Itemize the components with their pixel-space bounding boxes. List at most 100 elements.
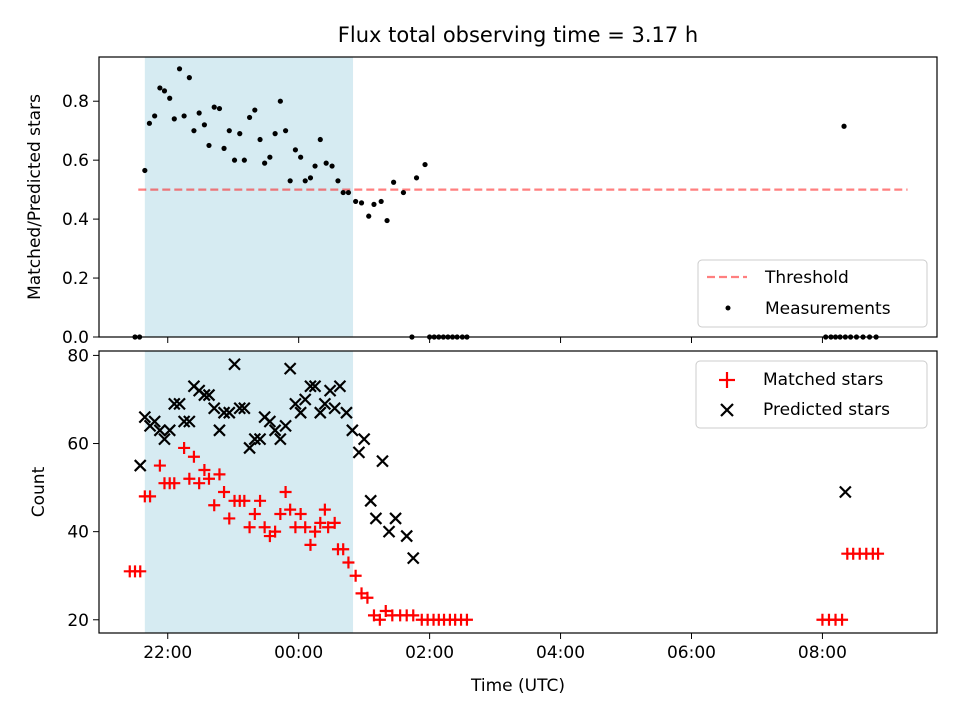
measurement-point bbox=[384, 217, 390, 224]
y-tick-label: 0.0 bbox=[62, 328, 89, 348]
measurement-point bbox=[152, 113, 158, 119]
measurement-point bbox=[272, 131, 278, 137]
predicted-star-marker bbox=[839, 485, 852, 499]
x-tick-label: 04:00 bbox=[536, 643, 585, 663]
bottom-legend: Matched stars Predicted stars bbox=[695, 360, 928, 429]
measurement-point bbox=[287, 178, 293, 184]
predicted-star-marker bbox=[298, 393, 312, 406]
bottom-legend-box bbox=[695, 360, 928, 429]
matched-star-marker bbox=[198, 463, 211, 476]
matched-star-marker bbox=[223, 512, 236, 525]
predicted-star-marker bbox=[202, 388, 216, 402]
measurement-point bbox=[323, 160, 329, 166]
predicted-star-marker bbox=[382, 525, 396, 538]
predicted-star-marker bbox=[304, 379, 317, 393]
top-legend-box bbox=[697, 259, 928, 328]
matched-star-marker bbox=[337, 543, 350, 556]
predicted-star-marker bbox=[238, 402, 251, 415]
predicted-star-marker bbox=[177, 415, 191, 428]
matched-star-marker bbox=[460, 613, 473, 626]
measurement-point bbox=[201, 122, 208, 128]
measurement-point bbox=[307, 175, 314, 181]
measurement-point bbox=[146, 120, 153, 126]
predicted-star-marker bbox=[333, 379, 347, 393]
measurement-point bbox=[186, 75, 192, 81]
predicted-star-marker bbox=[406, 551, 420, 565]
matched-star-marker bbox=[872, 547, 885, 560]
predicted-star-marker bbox=[376, 454, 389, 468]
matched-star-marker bbox=[836, 613, 849, 626]
predicted-star-marker bbox=[357, 432, 371, 446]
predicted-star-marker bbox=[158, 432, 171, 446]
measurement-point bbox=[335, 178, 341, 184]
measurement-point bbox=[191, 128, 197, 134]
matched-star-marker bbox=[407, 609, 420, 622]
measurement-point bbox=[329, 163, 335, 169]
predicted-star-marker bbox=[148, 415, 161, 428]
measurement-point bbox=[157, 85, 163, 91]
predicted-star-marker bbox=[133, 459, 147, 472]
predicted-star-marker bbox=[346, 424, 359, 437]
predicted-star-marker bbox=[153, 424, 167, 437]
legend-threshold-label: Threshold bbox=[764, 268, 849, 288]
x-tick-label: 08:00 bbox=[798, 643, 847, 663]
measurement-point bbox=[841, 123, 847, 129]
top-ylabel: Matched/Predicted stars bbox=[25, 94, 45, 300]
predicted-star-marker bbox=[340, 406, 353, 419]
matched-star-marker bbox=[258, 521, 271, 534]
predicted-star-marker bbox=[268, 424, 282, 437]
predicted-star-marker bbox=[207, 402, 221, 415]
measurement-point bbox=[378, 198, 384, 205]
predicted-star-marker bbox=[228, 357, 241, 371]
predicted-star-marker bbox=[243, 441, 256, 455]
y-tick-label: 0.2 bbox=[62, 269, 89, 289]
predicted-star-marker bbox=[369, 512, 383, 525]
observing-window-shade bbox=[144, 351, 354, 633]
predicted-star-marker bbox=[323, 384, 337, 397]
measurement-point bbox=[277, 98, 283, 104]
measurement-point bbox=[282, 128, 289, 134]
measurement-point bbox=[400, 189, 407, 196]
measurement-point bbox=[211, 104, 217, 110]
measurement-point bbox=[317, 136, 323, 143]
predicted-star-marker bbox=[217, 406, 231, 419]
predicted-star-marker bbox=[308, 379, 322, 393]
predicted-star-marker bbox=[318, 397, 332, 411]
measurement-point bbox=[267, 154, 273, 160]
matched-star-marker bbox=[208, 499, 221, 512]
y-tick-label: 0.4 bbox=[62, 210, 89, 230]
matched-star-marker bbox=[238, 494, 251, 507]
measurement-point bbox=[196, 110, 202, 116]
measurement-point bbox=[161, 88, 168, 94]
matched-star-marker bbox=[254, 494, 267, 507]
predicted-star-marker bbox=[183, 415, 196, 428]
x-tick-label: 00:00 bbox=[274, 643, 323, 663]
matched-star-marker bbox=[314, 516, 327, 529]
measurement-point bbox=[345, 189, 352, 196]
measurement-point bbox=[358, 200, 365, 206]
measurement-point bbox=[176, 66, 183, 72]
predicted-star-marker bbox=[314, 406, 327, 419]
predicted-star-marker bbox=[198, 388, 211, 402]
bottom-axes-frame bbox=[98, 350, 938, 634]
matched-star-marker bbox=[342, 556, 355, 569]
matched-star-marker bbox=[243, 521, 256, 534]
measurement-point bbox=[340, 189, 346, 196]
matched-star-marker bbox=[218, 486, 231, 498]
top-legend: Threshold Measurements bbox=[697, 259, 928, 328]
matched-star-marker bbox=[379, 604, 392, 617]
predicted-star-marker bbox=[263, 415, 277, 428]
predicted-star-marker bbox=[274, 432, 287, 446]
measurement-point bbox=[257, 136, 263, 143]
matched-star-marker bbox=[274, 508, 287, 521]
measurement-point bbox=[262, 160, 268, 166]
legend-predicted-swatch bbox=[720, 403, 734, 417]
measurement-point bbox=[353, 198, 359, 205]
matched-star-marker bbox=[202, 472, 215, 485]
measurement-point bbox=[298, 154, 304, 160]
y-tick-label: 60 bbox=[67, 435, 89, 455]
measurement-point bbox=[292, 147, 299, 153]
legend-matched-label: Matched stars bbox=[763, 370, 883, 390]
chart-title: Flux total observing time = 3.17 h bbox=[338, 23, 698, 47]
matched-star-marker bbox=[304, 538, 317, 551]
